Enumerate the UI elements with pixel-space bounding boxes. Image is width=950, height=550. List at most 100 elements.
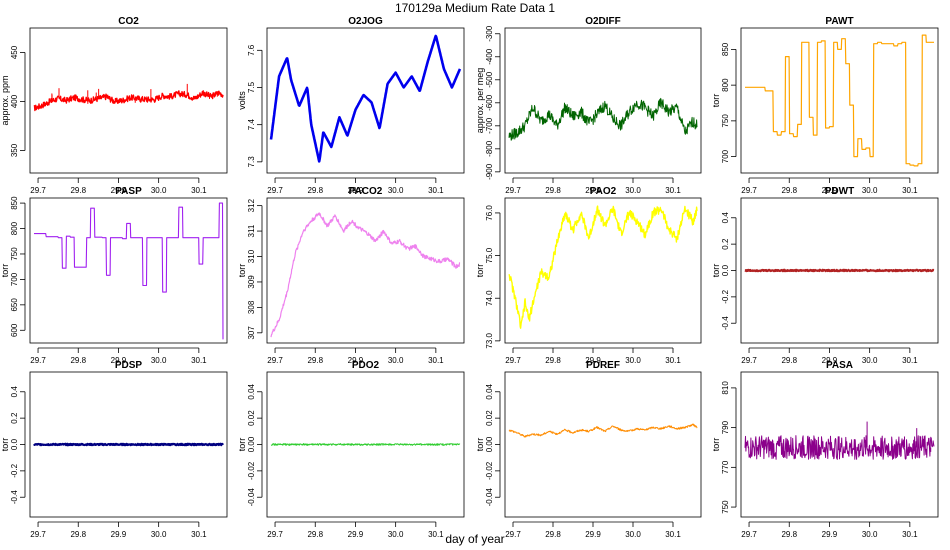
y-tick-label: 810: [721, 381, 730, 395]
y-tick-label: 309: [247, 275, 256, 289]
y-tick-label: 750: [721, 500, 730, 514]
y-tick-label: 75.0: [485, 247, 494, 263]
x-tick-label: 29.7: [30, 186, 46, 195]
y-tick-label: 800: [10, 221, 19, 235]
plot-box: [266, 197, 465, 344]
panel-pawt: PAWT 29.7 29.8 29.9 30.0 30.1 700 750 800 850 torr: [711, 16, 939, 195]
x-tick-label: 29.9: [111, 186, 127, 195]
x-tick-label: 30.1: [665, 186, 681, 195]
x-tick-label: 30.1: [902, 530, 918, 539]
x-tick-label: 29.9: [822, 356, 838, 365]
x-tick-label: 30.1: [902, 356, 918, 365]
x-tick-label: 29.7: [267, 186, 283, 195]
series-line-pasp: [33, 202, 224, 340]
y-tick-label: 0.00: [485, 436, 494, 452]
x-tick-label: 29.9: [348, 530, 364, 539]
x-tick-label: 30.1: [902, 186, 918, 195]
y-tick-label: 650: [10, 298, 19, 312]
plot-box: [504, 371, 702, 518]
panel-title: PACO2: [349, 186, 383, 197]
panel-title: PDREF: [586, 360, 620, 371]
series-line-pasa: [744, 435, 935, 460]
plot-box: [266, 27, 465, 174]
y-tick-label: 0.04: [485, 383, 494, 399]
plot-box: [504, 27, 702, 174]
y-tick-label: -600: [485, 94, 494, 111]
x-tick-label: 30.1: [191, 186, 207, 195]
y-tick-label: -800: [485, 140, 494, 157]
y-axis-label: torr: [0, 264, 10, 278]
x-tick-label: 29.9: [585, 356, 601, 365]
x-tick-label: 30.1: [428, 530, 444, 539]
y-tick-label: 308: [247, 300, 256, 314]
y-tick-label: 307: [247, 326, 256, 340]
x-tick-label: 29.8: [70, 186, 86, 195]
plot-box: [266, 371, 465, 518]
x-tick-label: 29.8: [70, 530, 86, 539]
panel-title: PAWT: [825, 16, 853, 27]
panel-title: O2JOG: [348, 16, 383, 27]
y-tick-label: 0.4: [721, 212, 730, 224]
series-line-pawt: [744, 34, 935, 167]
y-tick-label: 350: [10, 143, 19, 157]
y-tick-label: 0.04: [247, 383, 256, 399]
y-tick-label: -0.2: [10, 463, 19, 477]
x-tick-label: 29.9: [111, 356, 127, 365]
y-tick-label: 400: [10, 94, 19, 108]
panel-paco2: PACO2 29.7 29.8 29.9 30.0 30.1 307 308 309 310 311…: [237, 186, 465, 365]
panel-o2jog: O2JOG 29.7 29.8 29.9 30.0 30.1 7.3 7.4 7.5 7.6 vol…: [237, 16, 465, 195]
x-tick-label: 29.8: [545, 530, 561, 539]
x-tick-label: 30.0: [862, 356, 878, 365]
panel-pdref: PDREF 29.7 29.8 29.9 30.0 30.1 -0.04 -0.02 0.00 0…: [475, 360, 702, 539]
series-line-pdref: [508, 423, 698, 438]
figure-x-label: day of year: [445, 532, 504, 546]
y-tick-label: 750: [10, 247, 19, 261]
y-axis-label: torr: [475, 438, 485, 452]
y-tick-label: 7.6: [247, 44, 256, 56]
x-tick-label: 29.7: [741, 186, 757, 195]
x-tick-label: 29.7: [741, 530, 757, 539]
series-line-pdsp: [33, 442, 224, 447]
series-line-pdwt: [744, 268, 935, 273]
x-tick-label: 29.9: [348, 186, 364, 195]
x-tick-label: 29.8: [781, 530, 797, 539]
y-axis-label: approx. ppm: [0, 75, 10, 125]
panel-pdsp: PDSP 29.7 29.8 29.9 30.0 30.1 -0.4 -0.2 0.0 0.2 0.…: [0, 360, 228, 539]
y-tick-label: 0.00: [247, 436, 256, 452]
y-tick-label: 790: [721, 420, 730, 434]
x-tick-label: 29.8: [307, 530, 323, 539]
series-line-paco2: [270, 212, 461, 338]
x-tick-label: 29.7: [505, 186, 521, 195]
y-axis-label: torr: [237, 264, 247, 278]
y-tick-label: -0.2: [721, 289, 730, 303]
y-tick-label: 0.2: [721, 238, 730, 250]
x-tick-label: 29.9: [822, 530, 838, 539]
panel-title: PASP: [115, 186, 142, 197]
series-line-pdo2: [270, 443, 461, 446]
y-tick-label: -0.04: [247, 488, 256, 507]
plot-box: [740, 371, 939, 518]
x-tick-label: 30.1: [665, 356, 681, 365]
y-tick-label: 770: [721, 460, 730, 474]
y-axis-label: torr: [711, 94, 721, 108]
x-tick-label: 29.7: [505, 530, 521, 539]
panel-pasp: PASP 29.7 29.8 29.9 30.0 30.1 600 650 700 750 800 8…: [0, 186, 228, 365]
panel-title: PDWT: [825, 186, 854, 197]
panel-title: PDSP: [115, 360, 143, 371]
x-tick-label: 29.9: [348, 356, 364, 365]
x-tick-label: 29.8: [781, 356, 797, 365]
y-axis-label: torr: [475, 264, 485, 278]
x-tick-label: 29.8: [545, 356, 561, 365]
x-tick-label: 30.1: [191, 356, 207, 365]
x-tick-label: 30.1: [191, 530, 207, 539]
plot-box: [504, 197, 702, 344]
series-line-co2: [33, 90, 224, 112]
x-tick-label: 30.0: [625, 356, 641, 365]
panel-pdo2: PDO2 29.7 29.8 29.9 30.0 30.1 -0.04 -0.02 0.00 0.…: [237, 360, 465, 539]
panel-pasa: PASA 29.7 29.8 29.9 30.0 30.1 750 770 790 810 torr: [711, 360, 939, 539]
x-tick-label: 30.1: [428, 186, 444, 195]
x-tick-label: 29.8: [545, 186, 561, 195]
x-tick-label: 29.8: [70, 356, 86, 365]
y-tick-label: 73.0: [485, 333, 494, 349]
